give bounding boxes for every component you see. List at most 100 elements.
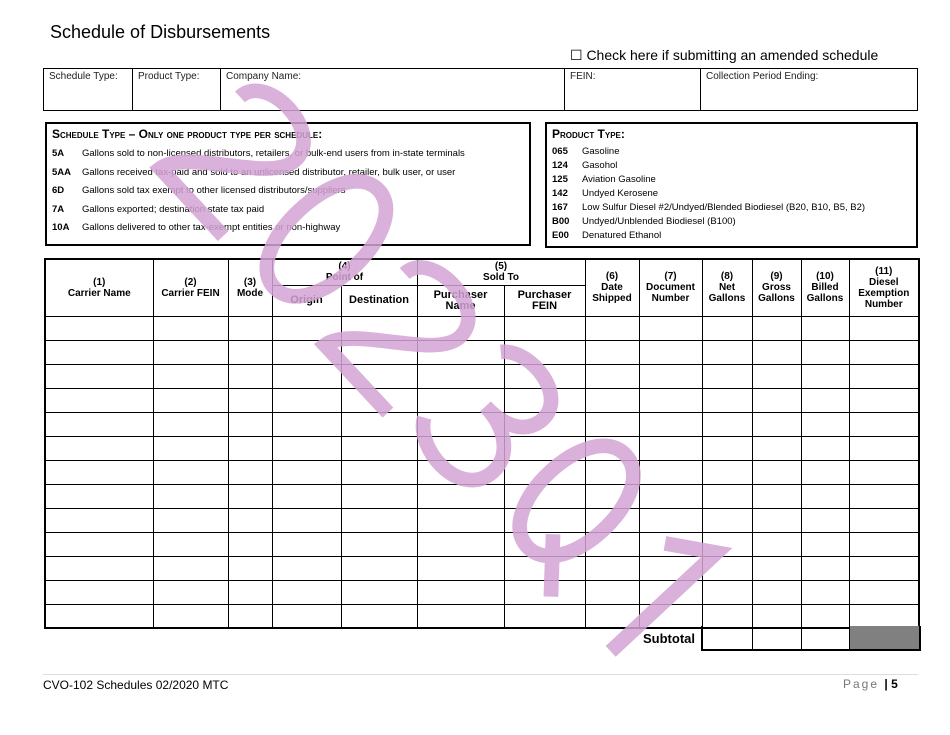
table-cell[interactable] — [340, 507, 418, 533]
table-cell[interactable] — [227, 411, 273, 437]
table-cell[interactable] — [638, 315, 703, 341]
table-cell[interactable] — [638, 531, 703, 557]
table-cell[interactable] — [416, 363, 505, 389]
table-cell[interactable] — [340, 459, 418, 485]
table-cell[interactable] — [751, 531, 802, 557]
table-cell[interactable] — [638, 555, 703, 581]
company-name-field[interactable]: Company Name: — [221, 69, 565, 110]
collection-period-field[interactable]: Collection Period Ending: — [706, 71, 819, 82]
table-cell[interactable] — [848, 363, 920, 389]
table-cell[interactable] — [848, 483, 920, 509]
table-cell[interactable] — [340, 483, 418, 509]
table-cell[interactable] — [503, 339, 586, 365]
table-cell[interactable] — [152, 579, 229, 605]
table-cell[interactable] — [503, 555, 586, 581]
table-cell[interactable] — [584, 603, 640, 629]
table-cell[interactable] — [800, 579, 850, 605]
table-cell[interactable] — [152, 363, 229, 389]
table-cell[interactable] — [751, 483, 802, 509]
table-cell[interactable] — [584, 363, 640, 389]
table-cell[interactable] — [503, 363, 586, 389]
table-cell[interactable] — [227, 363, 273, 389]
table-cell[interactable] — [584, 387, 640, 413]
table-cell[interactable] — [271, 579, 342, 605]
table-cell[interactable] — [848, 339, 920, 365]
table-cell[interactable] — [227, 339, 273, 365]
table-cell[interactable] — [701, 603, 753, 629]
table-cell[interactable] — [416, 555, 505, 581]
table-cell[interactable] — [44, 531, 154, 557]
table-cell[interactable] — [416, 483, 505, 509]
table-cell[interactable] — [340, 387, 418, 413]
table-cell[interactable] — [701, 483, 753, 509]
table-cell[interactable] — [340, 531, 418, 557]
table-cell[interactable] — [638, 387, 703, 413]
subtotal-net-gallons[interactable] — [703, 626, 753, 649]
table-cell[interactable] — [503, 459, 586, 485]
table-cell[interactable] — [271, 531, 342, 557]
table-cell[interactable] — [44, 411, 154, 437]
table-cell[interactable] — [584, 507, 640, 533]
table-cell[interactable] — [701, 579, 753, 605]
table-cell[interactable] — [848, 555, 920, 581]
table-cell[interactable] — [800, 363, 850, 389]
table-cell[interactable] — [44, 507, 154, 533]
table-cell[interactable] — [271, 387, 342, 413]
table-cell[interactable] — [584, 411, 640, 437]
table-cell[interactable] — [416, 339, 505, 365]
table-cell[interactable] — [416, 435, 505, 461]
table-cell[interactable] — [751, 579, 802, 605]
table-cell[interactable] — [44, 363, 154, 389]
table-cell[interactable] — [152, 459, 229, 485]
table-cell[interactable] — [44, 387, 154, 413]
table-cell[interactable] — [848, 603, 920, 629]
table-cell[interactable] — [44, 459, 154, 485]
table-cell[interactable] — [503, 435, 586, 461]
table-cell[interactable] — [751, 603, 802, 629]
table-cell[interactable] — [503, 483, 586, 509]
table-cell[interactable] — [416, 603, 505, 629]
table-cell[interactable] — [638, 339, 703, 365]
table-cell[interactable] — [152, 507, 229, 533]
table-cell[interactable] — [227, 435, 273, 461]
table-cell[interactable] — [638, 579, 703, 605]
table-cell[interactable] — [751, 459, 802, 485]
table-cell[interactable] — [44, 579, 154, 605]
table-cell[interactable] — [227, 579, 273, 605]
table-cell[interactable] — [44, 603, 154, 629]
table-cell[interactable] — [44, 483, 154, 509]
table-cell[interactable] — [503, 315, 586, 341]
table-cell[interactable] — [227, 531, 273, 557]
table-cell[interactable] — [44, 435, 154, 461]
table-cell[interactable] — [800, 555, 850, 581]
table-cell[interactable] — [584, 435, 640, 461]
table-cell[interactable] — [340, 339, 418, 365]
table-cell[interactable] — [503, 579, 586, 605]
table-cell[interactable] — [701, 387, 753, 413]
table-cell[interactable] — [638, 507, 703, 533]
table-cell[interactable] — [503, 603, 586, 629]
table-cell[interactable] — [340, 435, 418, 461]
table-cell[interactable] — [152, 387, 229, 413]
table-cell[interactable] — [701, 435, 753, 461]
table-cell[interactable] — [271, 363, 342, 389]
table-cell[interactable] — [503, 387, 586, 413]
table-cell[interactable] — [152, 603, 229, 629]
table-cell[interactable] — [340, 579, 418, 605]
table-cell[interactable] — [800, 387, 850, 413]
table-cell[interactable] — [751, 339, 802, 365]
table-cell[interactable] — [416, 387, 505, 413]
table-cell[interactable] — [584, 531, 640, 557]
table-cell[interactable] — [503, 531, 586, 557]
table-cell[interactable] — [848, 459, 920, 485]
table-cell[interactable] — [152, 531, 229, 557]
table-cell[interactable] — [227, 483, 273, 509]
subtotal-billed-gallons[interactable] — [802, 626, 850, 649]
table-cell[interactable] — [416, 531, 505, 557]
table-cell[interactable] — [584, 555, 640, 581]
table-cell[interactable] — [152, 435, 229, 461]
table-cell[interactable] — [340, 411, 418, 437]
table-cell[interactable] — [751, 315, 802, 341]
table-cell[interactable] — [227, 459, 273, 485]
table-cell[interactable] — [584, 483, 640, 509]
